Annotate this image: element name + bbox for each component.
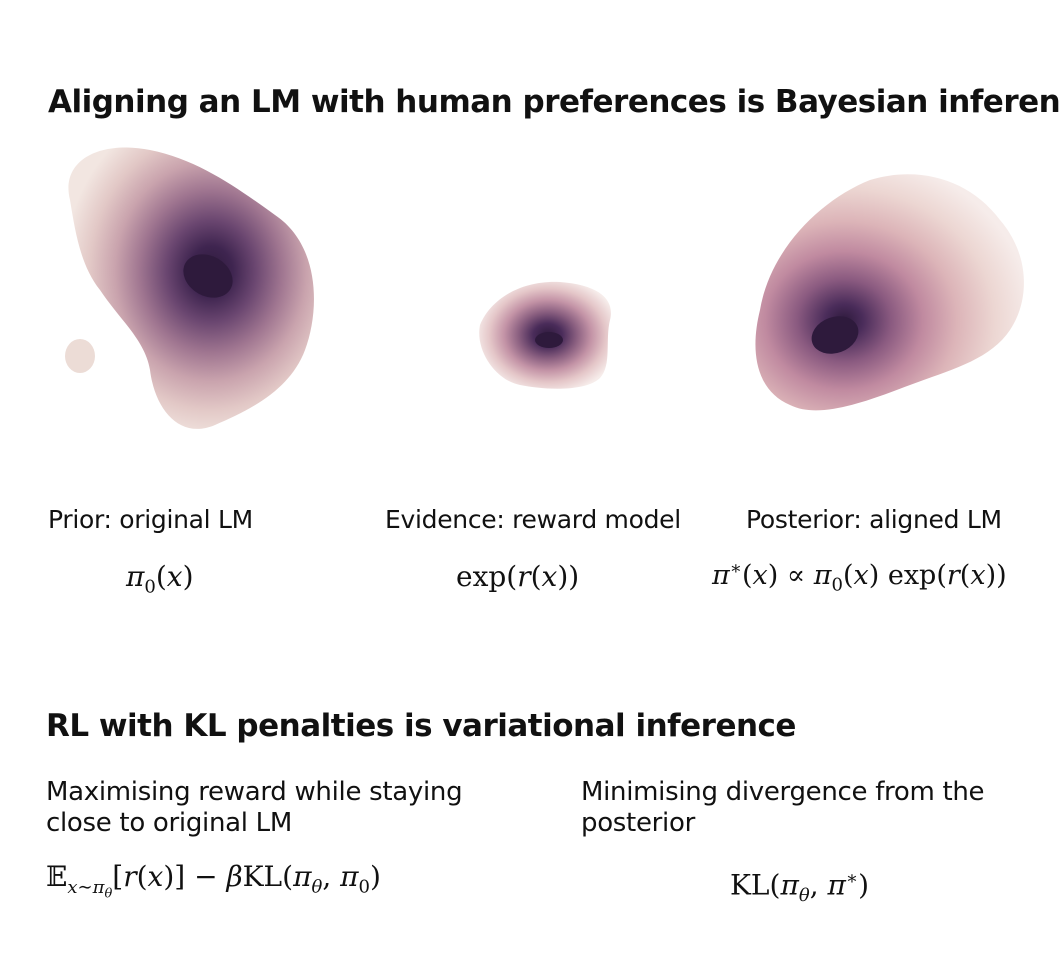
top-section-title: Aligning an LM with human preferences is…: [48, 84, 1060, 120]
prior-density-outer: [68, 147, 314, 429]
bottom-section-title: RL with KL penalties is variational infe…: [46, 708, 796, 744]
prior-density-small: [65, 339, 95, 373]
prior-formula: π0(x): [126, 560, 194, 598]
left-formula: 𝔼x∼πθ[r(x)] − βKL(πθ, π0): [46, 860, 381, 902]
prior-density-core: [183, 254, 233, 298]
posterior-label: Posterior: aligned LM: [746, 505, 1002, 534]
left-caption: Maximising reward while staying close to…: [46, 777, 463, 838]
posterior-density-core: [811, 316, 859, 354]
evidence-density-core: [535, 332, 563, 348]
posterior-formula: π∗(x) ∝ π0(x) exp(r(x)): [712, 558, 1007, 596]
prior-label: Prior: original LM: [48, 505, 253, 534]
right-caption: Minimising divergence from the posterior: [581, 777, 985, 838]
prior-density-plot: [65, 147, 1024, 429]
evidence-formula: exp(r(x)): [456, 560, 580, 593]
posterior-density-outer: [755, 174, 1024, 411]
right-formula: KL(πθ, π∗): [730, 868, 870, 906]
evidence-label: Evidence: reward model: [385, 505, 681, 534]
